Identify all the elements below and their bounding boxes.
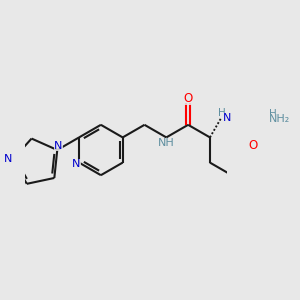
- Text: N: N: [223, 112, 231, 123]
- Text: N: N: [72, 159, 81, 169]
- Text: H: H: [269, 109, 277, 119]
- Text: O: O: [184, 92, 193, 105]
- Text: N: N: [54, 141, 63, 151]
- Text: NH: NH: [158, 138, 175, 148]
- Text: H: H: [218, 108, 226, 118]
- Text: O: O: [249, 139, 258, 152]
- Text: N: N: [4, 154, 12, 164]
- Text: NH₂: NH₂: [269, 114, 290, 124]
